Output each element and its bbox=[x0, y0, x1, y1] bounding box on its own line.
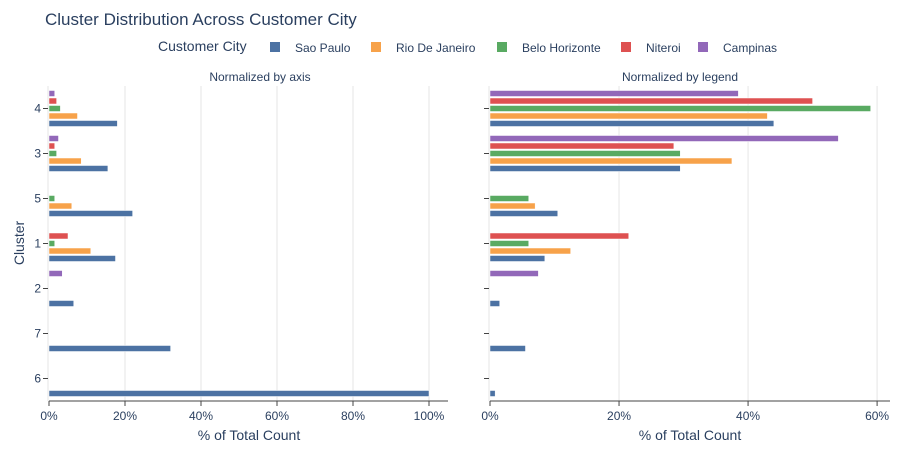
legend-swatch-belo-horizonte bbox=[497, 42, 507, 52]
right-bar-niteroi-cluster-1[interactable] bbox=[489, 232, 629, 240]
right-bar-sao-paulo-cluster-6[interactable] bbox=[489, 390, 496, 397]
left-x-axis-label: % of Total Count bbox=[198, 427, 301, 443]
right-panel: Normalized by legend 0% 20% 40% 60% % of To… bbox=[481, 70, 890, 443]
right-bar-campinas-cluster-2[interactable] bbox=[489, 270, 539, 277]
left-bar-rio-de-janeiro-cluster-1[interactable] bbox=[48, 247, 92, 255]
right-x-tick-label: 60% bbox=[865, 409, 889, 423]
right-bar-niteroi-cluster-4[interactable] bbox=[489, 97, 813, 105]
right-bar-sao-paulo-cluster-2[interactable] bbox=[489, 300, 500, 307]
y-tick-label-cluster-2: 2 bbox=[34, 282, 41, 296]
right-x-tick-label: 20% bbox=[607, 409, 631, 423]
right-bar-belo-horizonte-cluster-4[interactable] bbox=[489, 105, 871, 112]
y-tick-label-cluster-5: 5 bbox=[34, 192, 41, 206]
right-bar-rio-de-janeiro-cluster-1[interactable] bbox=[489, 247, 571, 255]
right-bar-sao-paulo-cluster-1[interactable] bbox=[489, 255, 546, 262]
right-bar-belo-horizonte-cluster-1[interactable] bbox=[489, 240, 529, 247]
legend-item-niteroi[interactable]: Niteroi bbox=[621, 41, 681, 55]
legend-label-campinas: Campinas bbox=[723, 41, 777, 55]
left-bar-campinas-cluster-4[interactable] bbox=[48, 90, 55, 97]
right-x-tick-label: 0% bbox=[481, 409, 499, 423]
left-bar-rio-de-janeiro-cluster-3[interactable] bbox=[48, 157, 82, 165]
left-bar-rio-de-janeiro-cluster-5[interactable] bbox=[48, 202, 73, 210]
right-bar-belo-horizonte-cluster-3[interactable] bbox=[489, 150, 681, 157]
left-bar-sao-paulo-cluster-1[interactable] bbox=[48, 255, 116, 262]
y-tick-label-cluster-6: 6 bbox=[34, 372, 41, 386]
left-x-tick-label: 100% bbox=[414, 409, 445, 423]
y-tick-label-cluster-7: 7 bbox=[34, 327, 41, 341]
left-bar-niteroi-cluster-1[interactable] bbox=[48, 232, 69, 240]
legend-swatch-campinas bbox=[698, 42, 708, 52]
left-bar-sao-paulo-cluster-2[interactable] bbox=[48, 300, 74, 307]
y-tick-label-cluster-3: 3 bbox=[34, 147, 41, 161]
right-bar-niteroi-cluster-3[interactable] bbox=[489, 142, 675, 150]
y-axis-label: Cluster bbox=[11, 220, 27, 265]
right-bar-campinas-cluster-4[interactable] bbox=[489, 90, 739, 97]
legend-label-rio-de-janeiro: Rio De Janeiro bbox=[396, 41, 476, 55]
left-bar-rio-de-janeiro-cluster-4[interactable] bbox=[48, 112, 78, 120]
right-bar-sao-paulo-cluster-7[interactable] bbox=[489, 345, 526, 352]
right-bar-rio-de-janeiro-cluster-3[interactable] bbox=[489, 157, 733, 165]
legend-label-sao-paulo: Sao Paulo bbox=[295, 41, 351, 55]
legend-item-rio-de-janeiro[interactable]: Rio De Janeiro bbox=[371, 41, 476, 55]
legend-item-campinas[interactable]: Campinas bbox=[698, 41, 777, 55]
right-bar-sao-paulo-cluster-3[interactable] bbox=[489, 165, 681, 172]
left-x-tick-label: 60% bbox=[265, 409, 289, 423]
right-bar-sao-paulo-cluster-4[interactable] bbox=[489, 120, 775, 127]
right-bar-rio-de-janeiro-cluster-4[interactable] bbox=[489, 112, 768, 120]
legend-item-sao-paulo[interactable]: Sao Paulo bbox=[270, 41, 351, 55]
chart-title: Cluster Distribution Across Customer Cit… bbox=[45, 10, 357, 29]
left-bar-niteroi-cluster-3[interactable] bbox=[48, 142, 55, 150]
right-bar-sao-paulo-cluster-5[interactable] bbox=[489, 210, 558, 217]
left-bar-belo-horizonte-cluster-4[interactable] bbox=[48, 105, 61, 112]
legend-swatch-rio-de-janeiro bbox=[371, 42, 381, 52]
left-bar-sao-paulo-cluster-6[interactable] bbox=[48, 390, 430, 397]
left-panel-subtitle: Normalized by axis bbox=[209, 70, 310, 84]
left-bar-belo-horizonte-cluster-5[interactable] bbox=[48, 195, 55, 202]
right-bar-campinas-cluster-3[interactable] bbox=[489, 135, 839, 142]
left-x-tick-label: 80% bbox=[341, 409, 365, 423]
left-x-tick-label: 0% bbox=[40, 409, 58, 423]
legend-swatch-sao-paulo bbox=[270, 42, 280, 52]
right-x-axis-label: % of Total Count bbox=[639, 427, 742, 443]
left-x-tick-label: 20% bbox=[113, 409, 137, 423]
legend-item-belo-horizonte[interactable]: Belo Horizonte bbox=[497, 41, 601, 55]
left-x-tick-label: 40% bbox=[189, 409, 213, 423]
left-bar-sao-paulo-cluster-5[interactable] bbox=[48, 210, 133, 217]
left-bar-niteroi-cluster-4[interactable] bbox=[48, 97, 57, 105]
y-tick-label-cluster-4: 4 bbox=[34, 102, 41, 116]
left-bar-campinas-cluster-2[interactable] bbox=[48, 270, 63, 277]
left-panel: Normalized by axis 0% 20% 40% 60% 80% 100% 4 3 5… bbox=[34, 70, 448, 443]
left-bar-sao-paulo-cluster-4[interactable] bbox=[48, 120, 118, 127]
legend-label-belo-horizonte: Belo Horizonte bbox=[522, 41, 601, 55]
left-bar-belo-horizonte-cluster-3[interactable] bbox=[48, 150, 57, 157]
left-bar-sao-paulo-cluster-3[interactable] bbox=[48, 165, 109, 172]
right-x-tick-label: 40% bbox=[736, 409, 760, 423]
y-tick-label-cluster-1: 1 bbox=[34, 237, 41, 251]
legend-title: Customer City bbox=[158, 38, 247, 54]
left-bar-campinas-cluster-3[interactable] bbox=[48, 135, 59, 142]
right-bar-rio-de-janeiro-cluster-5[interactable] bbox=[489, 202, 536, 210]
left-bar-sao-paulo-cluster-7[interactable] bbox=[48, 345, 171, 352]
legend-swatch-niteroi bbox=[621, 42, 631, 52]
left-bar-belo-horizonte-cluster-1[interactable] bbox=[48, 240, 55, 247]
right-panel-subtitle: Normalized by legend bbox=[622, 70, 738, 84]
legend: Customer City Sao Paulo Rio De Janeiro Bel… bbox=[158, 38, 777, 55]
legend-label-niteroi: Niteroi bbox=[646, 41, 681, 55]
right-bar-belo-horizonte-cluster-5[interactable] bbox=[489, 195, 529, 202]
